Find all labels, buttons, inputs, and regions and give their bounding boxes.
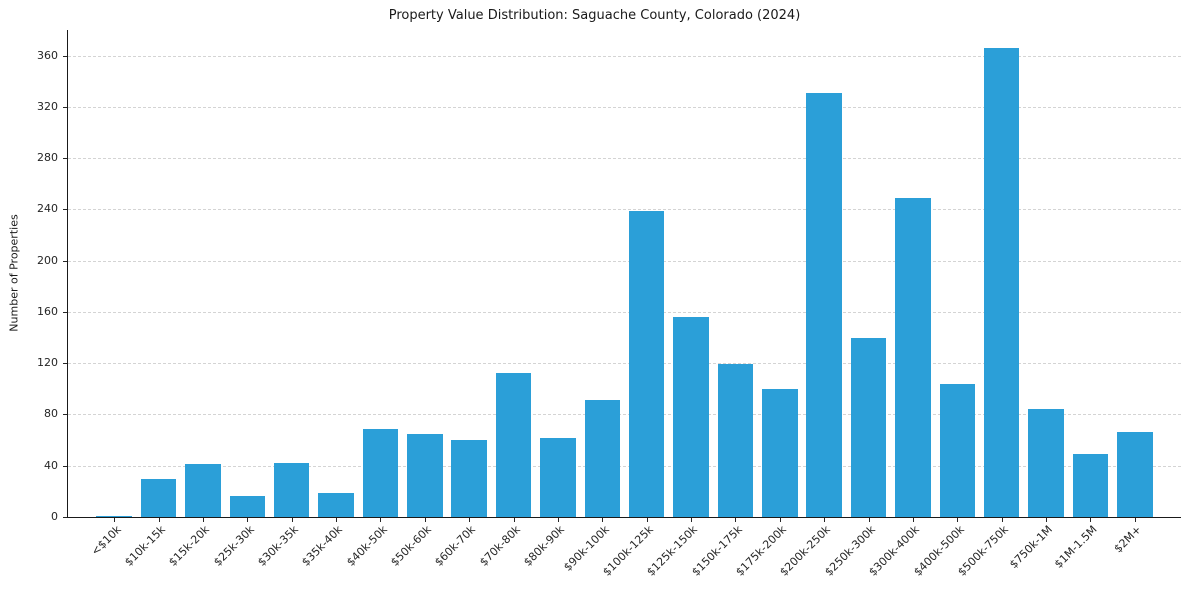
y-tick-label: 0 bbox=[51, 510, 58, 523]
bar bbox=[140, 478, 177, 517]
grid-line bbox=[68, 158, 1181, 160]
y-tick-mark bbox=[63, 414, 67, 416]
bar bbox=[1028, 409, 1064, 517]
y-tick-mark bbox=[63, 55, 67, 57]
y-tick-label: 120 bbox=[37, 356, 58, 370]
x-tick-label: $10k-15k bbox=[122, 523, 168, 569]
x-tick-label: $70k-80k bbox=[477, 523, 523, 569]
y-axis-label: Number of Properties bbox=[7, 214, 21, 332]
x-tick-mark bbox=[513, 518, 515, 522]
bar bbox=[318, 492, 354, 517]
x-tick-mark bbox=[424, 518, 426, 522]
y-tick-mark bbox=[63, 517, 67, 518]
x-tick-mark bbox=[247, 518, 249, 522]
bar bbox=[96, 515, 132, 517]
grid-line bbox=[68, 311, 1181, 313]
x-tick-mark bbox=[1046, 518, 1048, 522]
x-tick-label: $30k-35k bbox=[255, 523, 301, 569]
x-tick-mark bbox=[1001, 518, 1003, 522]
x-tick-mark bbox=[380, 518, 382, 522]
x-tick-mark bbox=[602, 518, 604, 522]
x-tick-label: $50k-60k bbox=[388, 523, 435, 569]
y-tick-label: 160 bbox=[37, 304, 58, 318]
grid-line bbox=[68, 414, 1181, 416]
x-tick-mark bbox=[868, 518, 870, 522]
bar bbox=[495, 373, 532, 517]
y-tick-mark bbox=[63, 260, 67, 262]
bar bbox=[762, 388, 798, 517]
y-tick-mark bbox=[63, 106, 67, 108]
x-tick-mark bbox=[779, 518, 781, 522]
x-tick-mark bbox=[202, 518, 204, 522]
x-tick-mark bbox=[1134, 518, 1136, 522]
bar bbox=[673, 317, 709, 517]
x-tick-label: $80k-90k bbox=[521, 523, 568, 569]
x-tick-mark bbox=[469, 518, 471, 522]
x-tick-mark bbox=[557, 518, 559, 522]
grid-line bbox=[68, 209, 1181, 211]
bar bbox=[806, 92, 842, 517]
bar bbox=[628, 210, 665, 517]
y-tick-label: 360 bbox=[37, 48, 58, 62]
bar bbox=[895, 197, 931, 517]
bar bbox=[273, 463, 310, 517]
x-tick-mark bbox=[912, 518, 914, 522]
bar bbox=[1117, 432, 1153, 517]
y-tick-mark bbox=[63, 311, 67, 313]
x-tick-mark bbox=[824, 518, 826, 522]
y-tick-label: 280 bbox=[37, 151, 58, 165]
x-tick-mark bbox=[158, 518, 160, 522]
x-tick-label: $60k-70k bbox=[432, 523, 479, 569]
x-axis-line bbox=[67, 517, 1181, 518]
y-axis-line bbox=[67, 30, 68, 518]
y-tick-label: 320 bbox=[37, 99, 58, 113]
y-tick-mark bbox=[63, 465, 67, 467]
grid-line bbox=[68, 363, 1181, 365]
y-tick-mark bbox=[63, 209, 67, 211]
x-tick-mark bbox=[114, 518, 116, 522]
x-tick-label: $25k-30k bbox=[210, 523, 257, 569]
bar bbox=[540, 437, 576, 517]
x-tick-label: $1M-1.5M bbox=[1051, 523, 1100, 571]
grid-line bbox=[68, 106, 1181, 108]
bar bbox=[407, 433, 443, 517]
x-tick-mark bbox=[957, 518, 959, 522]
y-tick-label: 200 bbox=[37, 253, 58, 267]
x-tick-label: <$10k bbox=[88, 523, 124, 559]
x-tick-label: $750k-1M bbox=[1007, 523, 1056, 571]
bar bbox=[717, 364, 754, 517]
y-tick-label: 240 bbox=[37, 202, 58, 216]
bar bbox=[983, 47, 1020, 517]
x-tick-mark bbox=[291, 518, 293, 522]
y-tick-label: 80 bbox=[44, 407, 58, 421]
y-tick-label: 40 bbox=[44, 458, 58, 472]
bar bbox=[939, 383, 976, 517]
grid-line bbox=[68, 465, 1181, 467]
chart-title: Property Value Distribution: Saguache Co… bbox=[388, 8, 801, 23]
bar bbox=[451, 440, 487, 517]
x-tick-mark bbox=[735, 518, 737, 522]
x-tick-label: $35k-40k bbox=[299, 523, 346, 569]
x-tick-label: $2M+ bbox=[1111, 523, 1145, 556]
bar bbox=[1072, 454, 1109, 517]
y-tick-mark bbox=[63, 158, 67, 160]
x-tick-mark bbox=[1090, 518, 1092, 522]
bar bbox=[584, 400, 621, 517]
plot-area bbox=[68, 30, 1181, 517]
x-tick-label: $15k-20k bbox=[166, 523, 213, 569]
x-tick-label: $40k-50k bbox=[343, 523, 390, 569]
y-tick-mark bbox=[63, 363, 67, 365]
bar bbox=[362, 428, 399, 517]
x-tick-mark bbox=[646, 518, 648, 522]
grid-line bbox=[68, 260, 1181, 262]
bar bbox=[850, 337, 887, 517]
x-tick-mark bbox=[336, 518, 338, 522]
bar bbox=[229, 496, 266, 517]
x-tick-mark bbox=[691, 518, 693, 522]
grid-line bbox=[68, 55, 1181, 57]
bar bbox=[185, 464, 221, 517]
